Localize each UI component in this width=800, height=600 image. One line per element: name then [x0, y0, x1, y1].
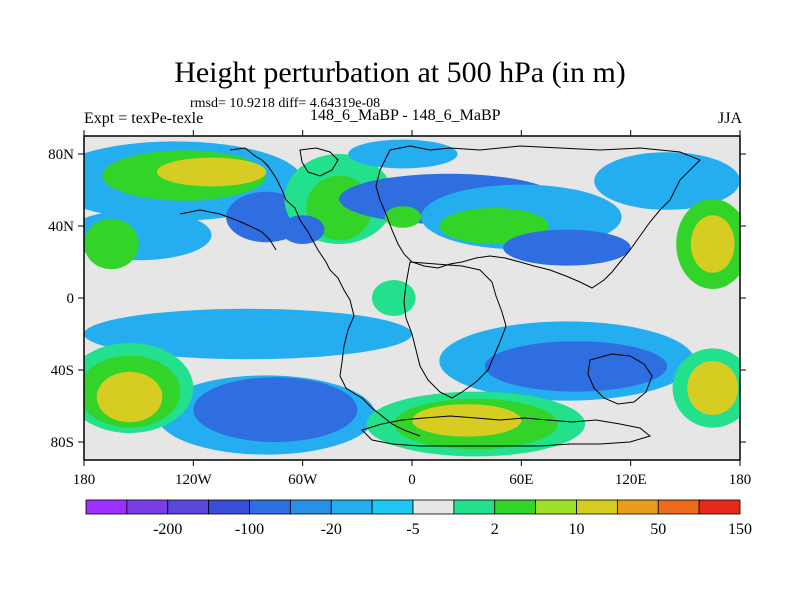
contour-region-6 [84, 218, 139, 270]
colorbar-swatch-1 [126, 499, 169, 515]
colorbar-swatch-5 [289, 499, 332, 515]
contour-region-12 [439, 208, 549, 244]
contour-region-20 [84, 308, 412, 360]
colorbar-swatch-7 [371, 499, 414, 515]
x-tick-label-1: 120W [175, 472, 213, 488]
colorbar-swatch-12 [576, 499, 618, 515]
coastline-north-america-east [179, 209, 277, 251]
colorbar-swatch-2 [167, 499, 210, 515]
case-label: 148_6_MaBP - 148_6_MaBP [310, 107, 501, 124]
x-tick-label-3: 0 [408, 472, 416, 488]
contour-region-22 [193, 377, 358, 442]
coastline-australia [587, 353, 653, 405]
contour-region-14 [280, 215, 325, 245]
colorbar-swatch-9 [453, 499, 496, 515]
coastline-eurasia [375, 145, 701, 289]
colorbar-swatch-6 [330, 499, 373, 515]
colorbar-label-7: 150 [728, 521, 752, 538]
colorbar-swatch-14 [657, 499, 700, 515]
contour-fields [84, 136, 740, 460]
contour-region-29 [687, 361, 739, 415]
y-tick-label-0: 80N [48, 147, 74, 163]
contour-region-15 [503, 229, 631, 266]
contour-region-27 [96, 371, 163, 423]
colorbar-label-0: -200 [153, 521, 182, 538]
colorbar-label-5: 10 [569, 521, 585, 538]
colorbar-swatch-11 [535, 499, 577, 515]
colorbar-swatch-15 [698, 499, 741, 515]
season-label: JJA [717, 110, 742, 127]
colorbar-swatch-13 [616, 499, 659, 515]
contour-region-24 [484, 341, 668, 392]
colorbar-swatch-8 [412, 499, 455, 515]
contour-region-19 [371, 280, 416, 316]
y-tick-label-2: 0 [67, 291, 75, 307]
x-tick-label-6: 180 [729, 472, 752, 488]
experiment-label: Expt = texPe-texle [84, 110, 204, 127]
colorbar-label-4: 2 [491, 521, 499, 538]
coastline-outline [179, 145, 701, 447]
colorbar-swatch-10 [494, 499, 537, 515]
contour-region-18 [690, 215, 735, 273]
x-tick-label-4: 60E [509, 472, 533, 488]
y-tick-label-3: 40S [51, 363, 74, 379]
colorbar-label-6: 50 [650, 521, 666, 538]
contour-region-16 [594, 152, 740, 210]
colorbar: -200 -100 -20 -5 2 10 50 150 [85, 499, 752, 538]
stats-label: rmsd= 10.9218 diff= 4.64319e-08 [190, 96, 381, 111]
contour-region-3 [156, 157, 267, 187]
coastline-greenland [299, 147, 339, 177]
x-tick-label-5: 120E [615, 472, 647, 488]
colorbar-swatch-0 [85, 499, 128, 515]
colorbar-swatch-4 [249, 499, 291, 515]
map-title: Height perturbation at 500 hPa (in m) [174, 56, 626, 89]
coastline-americas [229, 147, 421, 437]
y-tick-label-4: 80S [51, 435, 74, 451]
coastline-africa [403, 261, 507, 399]
colorbar-label-1: -100 [235, 521, 264, 538]
x-tick-label-0: 180 [73, 472, 96, 488]
colorbar-swatch-3 [208, 499, 250, 515]
coastline-antarctica [361, 415, 652, 447]
colorbar-label-3: -5 [406, 521, 419, 538]
x-tick-label-2: 60W [288, 472, 318, 488]
contour-region-9 [348, 139, 458, 169]
contour-region-13 [384, 206, 422, 228]
axis-ticks: 180 120W 60W 0 60E 120E 180 80N 40N 0 40S 80S [48, 130, 751, 488]
contour-region-32 [412, 404, 522, 437]
colorbar-label-2: -20 [321, 521, 342, 538]
y-tick-label-1: 40N [48, 219, 74, 235]
